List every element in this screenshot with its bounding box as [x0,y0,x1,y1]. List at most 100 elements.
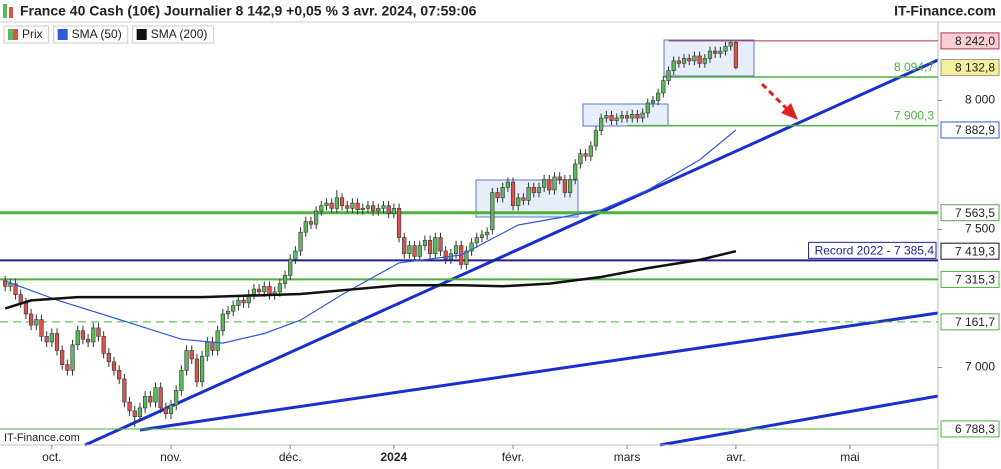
candle-body [220,313,225,332]
level-label: 7 563,5 [955,206,995,220]
candle-body [319,205,324,212]
candle-body [718,50,723,54]
trend-line [139,311,939,432]
candle-body [396,208,402,238]
candle-body [345,205,350,209]
candle-body [329,202,334,209]
arrow [760,82,790,112]
candle-body [158,387,163,409]
candle-body [573,163,578,180]
candle-body [516,197,521,206]
legend-swatch [136,29,147,40]
x-tick-label: nov. [160,450,182,464]
level-label: Record 2022 - 7 385,4 [815,244,935,258]
level-label-box [940,270,1000,288]
candle-body [640,112,645,119]
candle-body [417,245,422,257]
candle-body [490,192,495,230]
candle-body [479,234,485,238]
candle-body [277,283,282,293]
level-label: 8 094,7 [894,60,934,74]
candle-body [174,390,179,406]
candle-body [495,192,500,199]
candle-body [412,245,417,257]
legend-item [132,25,214,44]
candle-body [241,299,246,304]
candle-body [189,350,194,360]
y-tick-label: 7 500 [965,222,995,236]
candle-body [650,100,656,104]
candle-body [386,205,391,214]
candle-body [365,205,371,209]
chart-title: France 40 Cash (10€) Journalier 8 142,9 … [20,3,477,19]
legend-label: SMA (50) [72,27,122,41]
candle-body [547,179,552,191]
candle-body [225,310,231,315]
watermark: IT-Finance.com [4,432,80,444]
candle-body [215,330,220,351]
candle-body [339,197,345,206]
x-tick-label: mars [614,450,641,464]
x-tick-label: mai [840,450,859,464]
x-tick-label: oct. [42,450,61,464]
candle-body [433,237,438,254]
candle-body [578,153,583,165]
candle-body [334,197,339,209]
candle-body [308,221,314,225]
candle-body [661,80,666,94]
candle-body [282,275,288,284]
candle-body [521,197,526,201]
candle-body [438,237,443,252]
candle-body [3,280,8,287]
x-tick-label: avr. [726,450,745,464]
level-label-box [940,420,1000,438]
candle-body [707,50,713,59]
candle-body [60,350,65,365]
candle-body [733,42,738,68]
candle-body [163,407,168,415]
logo-bar [3,4,7,18]
candle-body [324,202,329,206]
candle-body [75,330,80,346]
candle-body [567,179,573,193]
candle-body [728,42,733,47]
candle-body [251,288,257,295]
candle-body [44,336,49,343]
range-box [582,103,669,127]
candle-body [360,208,365,210]
level-label-box [940,313,1000,331]
candle-body [531,187,536,193]
candle-body [34,319,39,326]
candle-body [443,250,448,260]
candle-body [505,181,510,188]
level-label: 6 788,3 [955,422,995,436]
candle-body [106,352,111,363]
candle-body [681,58,687,64]
sma-line [4,249,737,310]
candle-body [510,181,516,206]
candle-body [630,113,635,119]
trend-line [84,58,939,447]
candle-body [588,145,593,157]
candle-body [122,378,127,403]
candle-body [609,115,614,121]
y-tick-label: 8 000 [965,93,995,107]
candle-body [28,313,34,326]
sma-line [4,129,737,344]
candle-body [39,319,44,337]
candle-body [645,102,650,114]
candle-body [407,245,412,254]
level-label: 7 900,3 [894,109,934,123]
candle-body [656,92,661,101]
trend-line [659,394,939,447]
level-label-box [808,241,937,259]
candle-body [65,364,70,371]
candle-body [619,115,624,119]
candle-body [267,286,272,295]
candle-body [96,327,101,337]
x-tick-label: févr. [502,450,525,464]
candle-body [562,179,567,193]
brand: IT-Finance.com [894,3,996,19]
legend-swatch [13,29,18,40]
candle-body [262,286,267,293]
